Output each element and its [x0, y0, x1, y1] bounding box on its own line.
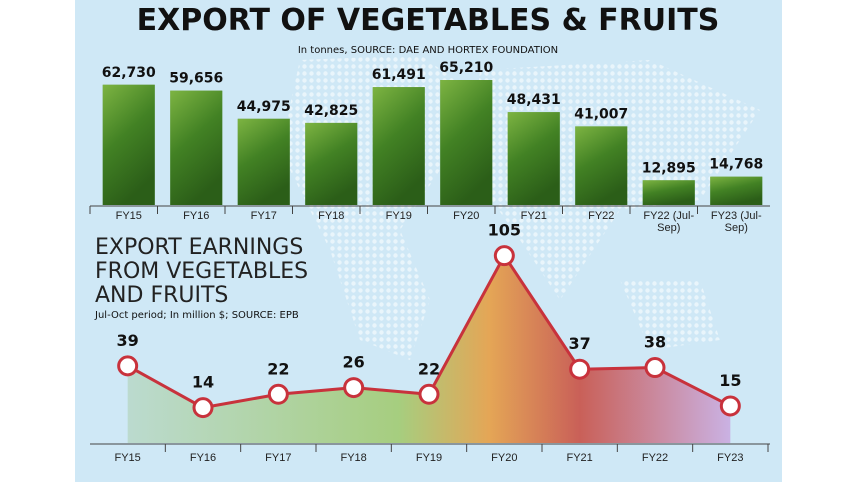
data-label: 37 — [569, 334, 591, 353]
bar-texture — [305, 122, 358, 205]
data-label: 44,975 — [237, 99, 291, 115]
data-label: 22 — [418, 359, 440, 378]
chart-title: EXPORT OF VEGETABLES & FRUITS — [137, 3, 720, 38]
marker — [418, 383, 440, 405]
marker — [493, 245, 515, 267]
x-tick-label: FY20 — [453, 210, 480, 222]
marker — [719, 395, 741, 417]
data-label: 105 — [488, 221, 521, 240]
x-tick-label: FY16 — [189, 452, 217, 464]
x-tick-label: FY18 — [340, 452, 367, 464]
data-label: 12,895 — [642, 160, 696, 176]
data-label: 14,768 — [709, 157, 763, 173]
x-tick-label: FY17 — [265, 452, 292, 464]
x-tick-label: FY19 — [385, 210, 412, 222]
data-label: 38 — [644, 333, 666, 352]
x-tick-label: FY17 — [250, 210, 277, 222]
bar-texture — [237, 118, 290, 205]
bar-texture — [102, 84, 155, 205]
x-tick-label: FY22 — [641, 452, 669, 464]
marker — [644, 357, 666, 379]
x-tick-label: FY22 — [588, 210, 615, 222]
marker — [569, 358, 591, 380]
x-tick-label: FY15 — [114, 452, 141, 464]
x-tick-label: FY19 — [415, 452, 443, 464]
data-label: 26 — [343, 353, 365, 372]
bar-texture — [372, 87, 425, 205]
marker — [267, 383, 289, 405]
marker — [117, 355, 139, 377]
data-label: 41,007 — [574, 106, 628, 122]
x-tick-label: FY21 — [566, 452, 593, 464]
data-label: 22 — [267, 359, 289, 378]
x-tick-label: FY22 (Jul-Sep) — [643, 210, 695, 234]
bar-texture — [170, 90, 223, 205]
x-tick-label: FY20 — [491, 452, 518, 464]
x-tick-label: FY16 — [183, 210, 210, 222]
x-tick-label: FY15 — [115, 210, 142, 222]
data-label: 39 — [117, 331, 139, 350]
bar-texture — [440, 80, 493, 205]
x-tick-label: FY21 — [520, 210, 547, 222]
x-tick-label: FY23 — [717, 452, 744, 464]
data-label: 15 — [719, 371, 741, 390]
bar-texture — [575, 126, 628, 205]
data-label: 59,656 — [169, 71, 223, 87]
bar-texture — [642, 180, 695, 205]
data-label: 65,210 — [439, 60, 493, 76]
data-label: 42,825 — [304, 103, 358, 119]
marker — [343, 377, 365, 399]
data-label: 62,730 — [102, 65, 156, 81]
x-tick-label: FY23 (Jul-Sep) — [710, 210, 762, 234]
chart-subtitle: Jul-Oct period; In million $; SOURCE: EP… — [95, 310, 299, 321]
marker — [192, 397, 214, 419]
data-label: 61,491 — [372, 67, 426, 83]
chart-subtitle: In tonnes, SOURCE: DAE AND HORTEX FOUNDA… — [298, 45, 558, 56]
chart-title: EXPORT EARNINGS FROM VEGETABLES AND FRUI… — [95, 235, 309, 308]
bar-texture — [507, 112, 560, 205]
x-tick-label: FY18 — [318, 210, 345, 222]
data-label: 14 — [192, 373, 214, 392]
data-label: 48,431 — [507, 92, 561, 108]
bar-texture — [710, 176, 763, 205]
